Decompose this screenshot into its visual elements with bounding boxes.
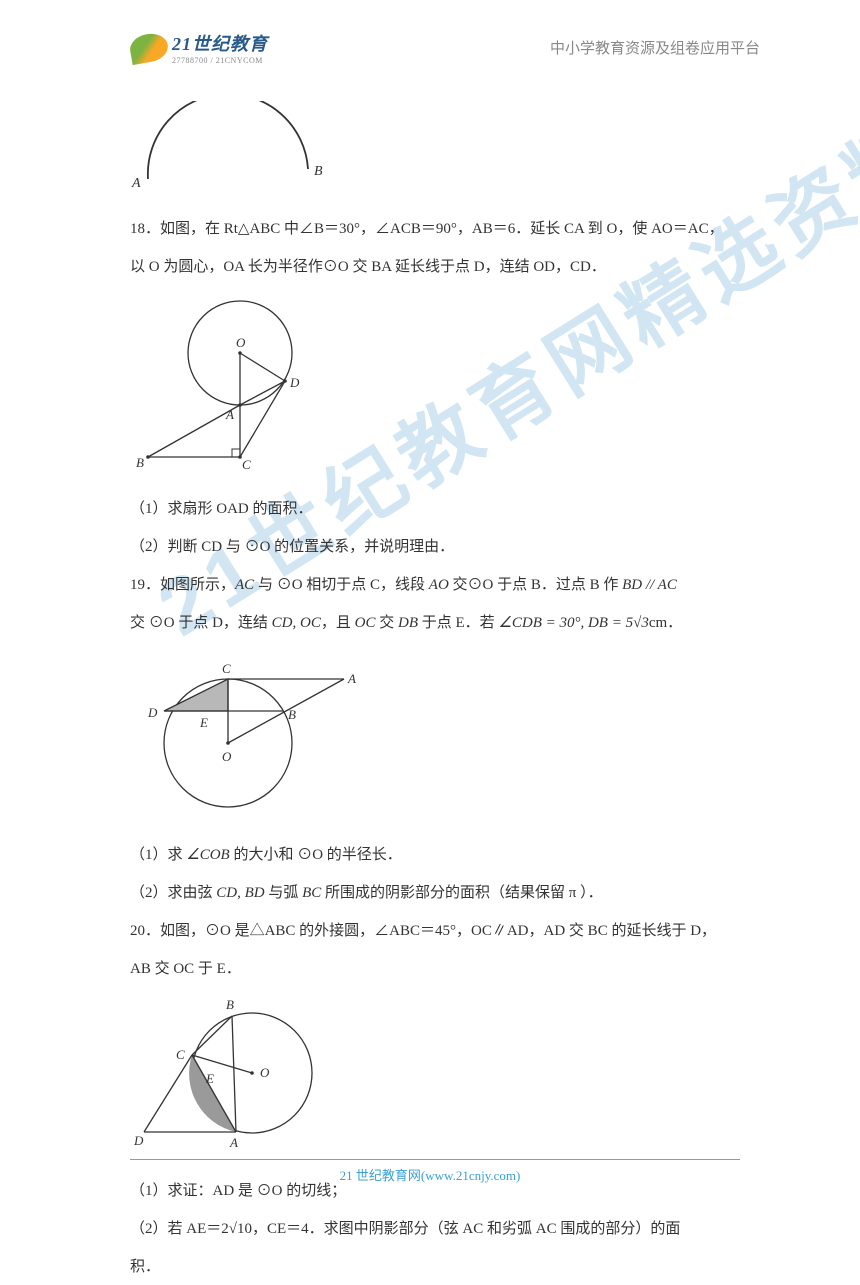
t: √10	[229, 1221, 252, 1237]
logo-icon	[128, 30, 170, 64]
t: ，且	[321, 615, 355, 631]
p19-line1: 19．如图所示，AC 与 ⊙O 相切于点 C，线段 AO 交⊙O 于点 B．过点…	[130, 567, 740, 603]
t: ∠CDB = 30°, DB = 5√3	[498, 615, 648, 631]
svg-text:B: B	[288, 707, 296, 722]
t: DB	[398, 615, 418, 631]
diagram-arc-ab: AB	[130, 101, 740, 205]
t: 交	[375, 615, 398, 631]
svg-text:E: E	[199, 715, 208, 730]
t: （2）求由弦	[130, 885, 216, 901]
p20-q1: （1）求证：AD 是 ⊙O 的切线；	[130, 1173, 740, 1209]
svg-text:A: A	[225, 407, 234, 422]
arc-svg: AB	[130, 101, 330, 191]
t: BC	[302, 885, 321, 901]
p20-line1: 20．如图，⊙O 是△ABC 的外接圆，∠ABC＝45°，OC∥AD，AD 交 …	[130, 913, 740, 949]
p18-line1: 18．如图，在 Rt△ABC 中∠B＝30°，∠ACB＝90°，AB＝6．延长 …	[130, 211, 740, 247]
t: OC	[355, 615, 376, 631]
p20-q2: （2）若 AE＝2√10，CE＝4．求图中阴影部分（弦 AC 和劣弧 AC 围成…	[130, 1211, 740, 1247]
svg-text:D: D	[133, 1133, 144, 1148]
t: 19．如图所示，	[130, 577, 235, 593]
p18-q1: （1）求扇形 OAD 的面积．	[130, 491, 740, 527]
t: ∠COB	[186, 847, 229, 863]
logo-text-wrap: 21世纪教育 27788700 / 21CNYCOM	[172, 30, 268, 65]
svg-text:B: B	[136, 455, 144, 470]
svg-text:C: C	[176, 1047, 185, 1062]
diagram-19: O C A B D E	[130, 647, 740, 831]
t: 与 ⊙O 相切于点 C，线段	[254, 577, 429, 593]
svg-text:A: A	[347, 671, 356, 686]
t: AC	[235, 577, 254, 593]
p18-q2: （2）判断 CD 与 ⊙O 的位置关系，并说明理由．	[130, 529, 740, 565]
t: 的大小和 ⊙O 的半径长．	[230, 847, 402, 863]
t: cm．	[649, 615, 682, 631]
svg-text:D: D	[147, 705, 158, 720]
p19-line2: 交 ⊙O 于点 D，连结 CD, OC，且 OC 交 DB 于点 E．若 ∠CD…	[130, 605, 740, 641]
p19-svg: O C A B D E	[130, 647, 360, 817]
svg-text:E: E	[205, 1071, 214, 1086]
content-area: 21世纪教育网精选资料 AB 18．如图，在 Rt△ABC 中∠B＝30°，∠A…	[0, 75, 860, 1285]
svg-text:A: A	[229, 1135, 238, 1150]
t: 于点 E．若	[418, 615, 498, 631]
t: CD, OC	[272, 615, 321, 631]
t: （2）若 AE＝2	[130, 1221, 229, 1237]
t: 所围成的阴影部分的面积（结果保留 π ）．	[321, 885, 602, 901]
svg-text:B: B	[226, 997, 234, 1012]
p19-q1: （1）求 ∠COB 的大小和 ⊙O 的半径长．	[130, 837, 740, 873]
logo-text: 21世纪教育	[172, 30, 268, 56]
svg-text:B: B	[314, 164, 323, 179]
p20-line2: AB 交 OC 于 E．	[130, 951, 740, 987]
svg-text:O: O	[260, 1065, 270, 1080]
t: BD // AC	[622, 577, 677, 593]
p18-svg: O A D B C	[130, 291, 330, 471]
svg-text:O: O	[222, 749, 232, 764]
page-header: 21世纪教育 27788700 / 21CNYCOM 中小学教育资源及组卷应用平…	[0, 0, 860, 75]
t: 与弧	[265, 885, 303, 901]
svg-text:D: D	[289, 375, 300, 390]
t: CD, BD	[216, 885, 264, 901]
t: （1）求	[130, 847, 186, 863]
content-inner: AB 18．如图，在 Rt△ABC 中∠B＝30°，∠ACB＝90°，AB＝6．…	[130, 101, 740, 1285]
p20-svg: O B C A D E	[130, 993, 340, 1153]
t: AO	[429, 577, 449, 593]
svg-text:O: O	[236, 335, 246, 350]
logo: 21世纪教育 27788700 / 21CNYCOM	[130, 30, 268, 65]
diagram-20: O B C A D E	[130, 993, 740, 1167]
logo-url: 27788700 / 21CNYCOM	[172, 56, 268, 65]
header-caption: 中小学教育资源及组卷应用平台	[550, 37, 760, 58]
svg-text:A: A	[131, 176, 141, 191]
t: 交⊙O 于点 B．过点 B 作	[449, 577, 622, 593]
t: ，CE＝4．求图中阴影部分（弦 AC 和劣弧 AC 围成的部分）的面	[252, 1221, 680, 1237]
t: 交 ⊙O 于点 D，连结	[130, 615, 272, 631]
p18-line2: 以 O 为圆心，OA 长为半径作⊙O 交 BA 延长线于点 D，连结 OD，CD…	[130, 249, 740, 285]
p19-q2: （2）求由弦 CD, BD 与弧 BC 所围成的阴影部分的面积（结果保留 π ）…	[130, 875, 740, 911]
svg-text:C: C	[222, 661, 231, 676]
diagram-18: O A D B C	[130, 291, 740, 485]
svg-text:C: C	[242, 457, 251, 471]
p20-q2b: 积．	[130, 1249, 740, 1285]
